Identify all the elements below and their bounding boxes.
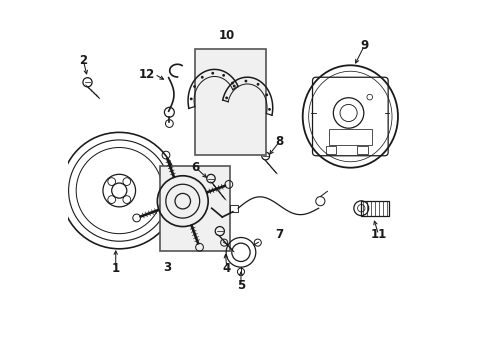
Bar	[357, 147, 367, 153]
Text: 8: 8	[275, 135, 284, 148]
Bar	[328, 129, 371, 145]
Text: 9: 9	[360, 39, 368, 52]
Text: 6: 6	[191, 161, 200, 174]
Circle shape	[193, 85, 196, 88]
Circle shape	[211, 72, 214, 75]
Bar	[325, 147, 335, 153]
Circle shape	[256, 83, 259, 86]
Text: 3: 3	[163, 261, 171, 274]
Circle shape	[265, 93, 267, 96]
Bar	[361, 201, 388, 216]
Text: 1: 1	[111, 262, 120, 275]
Text: 12: 12	[138, 68, 154, 81]
Circle shape	[189, 98, 192, 100]
Text: 11: 11	[370, 228, 386, 241]
Circle shape	[230, 82, 233, 85]
Text: 10: 10	[218, 30, 235, 42]
Circle shape	[222, 74, 224, 77]
Circle shape	[244, 80, 247, 82]
Circle shape	[267, 108, 270, 111]
Bar	[160, 166, 230, 251]
Circle shape	[232, 85, 235, 87]
Text: 5: 5	[236, 279, 244, 292]
Circle shape	[225, 96, 227, 99]
Circle shape	[201, 76, 203, 78]
Bar	[195, 49, 265, 155]
Text: 2: 2	[79, 54, 87, 67]
Text: 7: 7	[275, 228, 283, 240]
Text: 4: 4	[222, 262, 230, 275]
Bar	[229, 205, 238, 212]
